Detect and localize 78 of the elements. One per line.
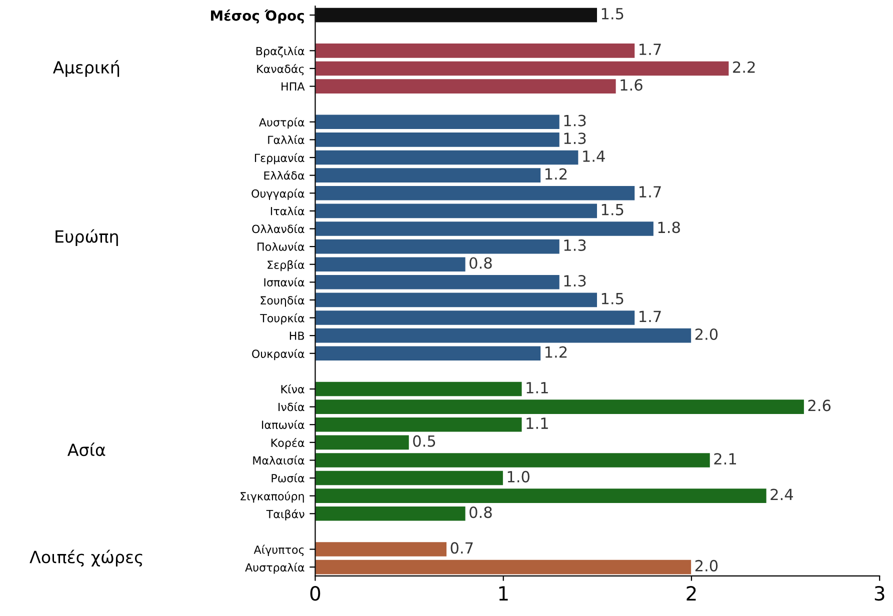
y-tick-label: Ελλάδα [264,170,304,180]
data-label: 0.8 [470,257,492,269]
y-tick-label: Βραζιλία [256,46,304,58]
data-label: 1.5 [602,8,624,20]
y-tick-label: Ουγγαρία [252,188,304,200]
bar [315,78,617,94]
bar [315,559,692,576]
bar [315,292,598,308]
y-tick-label: Ρωσία [272,473,304,482]
data-label: 1.1 [526,418,548,429]
data-label: 1.5 [602,293,624,304]
data-label: 1.2 [545,346,567,358]
data-label: 1.2 [545,168,567,180]
data-label: 0.5 [413,435,436,447]
data-label: 1.4 [583,150,605,162]
x-tick-label: 0 [310,586,320,601]
data-label: 1.3 [564,275,586,287]
bar [315,470,504,486]
text: Αμερική [52,60,120,77]
data-label: 2.1 [714,453,736,464]
text: Ασία [67,442,106,456]
data-label: 1.3 [564,114,586,126]
y-tick-label: ΗΒ [290,332,304,340]
x-tick-label: 1 [499,586,508,600]
y-tick-label: Ουκρανία [252,348,304,360]
y-tick-label: Καναδάς [257,64,304,76]
bar [315,60,730,76]
data-label: 1.1 [526,382,548,394]
data-label: 2.2 [733,61,755,73]
data-label: 2.4 [770,488,793,500]
data-label: 2.0 [695,328,718,340]
y-tick-label: Κορέα [271,438,304,450]
y-tick-label: Ιαπωνία [262,420,304,430]
y-tick-label: Μέσος Όρος [211,10,304,24]
data-label: 1.8 [658,222,680,234]
y-tick-label: Αυστρία [259,117,304,129]
bar [315,150,580,166]
bar [315,238,560,255]
x-tick-label: 2 [686,586,696,600]
y-tick-label: Ταιβάν [266,509,304,520]
data-label: 1.7 [640,310,661,322]
y-tick-label: Γερμανία [254,153,304,164]
y-tick-label: Ολλανδία [252,224,304,234]
y-tick-label: Σουηδία [260,296,304,307]
y-tick-label: Τουρκία [260,313,304,325]
y-tick-label: Γαλλία [268,135,304,144]
data-label: 2.0 [695,560,718,572]
bar [315,202,598,219]
data-label: 1.3 [564,239,586,251]
y-tick-label: Αίγυπτος [254,544,304,556]
x-tick-label: 3 [874,586,884,601]
bar [315,7,598,24]
y-tick-label: Πολωνία [258,242,304,251]
data-label: 1.3 [564,132,586,144]
bar [315,345,542,362]
y-tick-label: Ιταλία [270,206,304,216]
data-label: 2.6 [808,400,831,412]
bar [315,220,654,237]
data-label: 0.7 [450,542,473,554]
y-tick-label: Ινδία [278,402,304,412]
bar [315,42,636,59]
data-label: 0.8 [470,506,492,518]
bar [315,381,523,397]
data-label: 1.6 [620,79,642,91]
y-tick-label: Σιγκαπούρη [240,491,304,503]
y-tick-label: Ισπανία [264,277,304,287]
y-tick-label: Σερβία [268,260,304,272]
data-label: 1.0 [508,470,530,482]
data-label: 1.5 [602,204,624,216]
data-label: 1.7 [640,44,661,55]
y-tick-label: Κίνα [281,384,304,394]
text: Ευρώπη [56,229,118,246]
bar [315,541,448,558]
data-label: 1.7 [640,186,661,198]
y-tick-label: Μαλαισία [253,456,304,465]
text: Λοιπές χώρες [30,550,142,567]
y-tick-label: ΗΠΑ [282,82,305,91]
y-tick-label: Αυστραλία [245,562,304,574]
